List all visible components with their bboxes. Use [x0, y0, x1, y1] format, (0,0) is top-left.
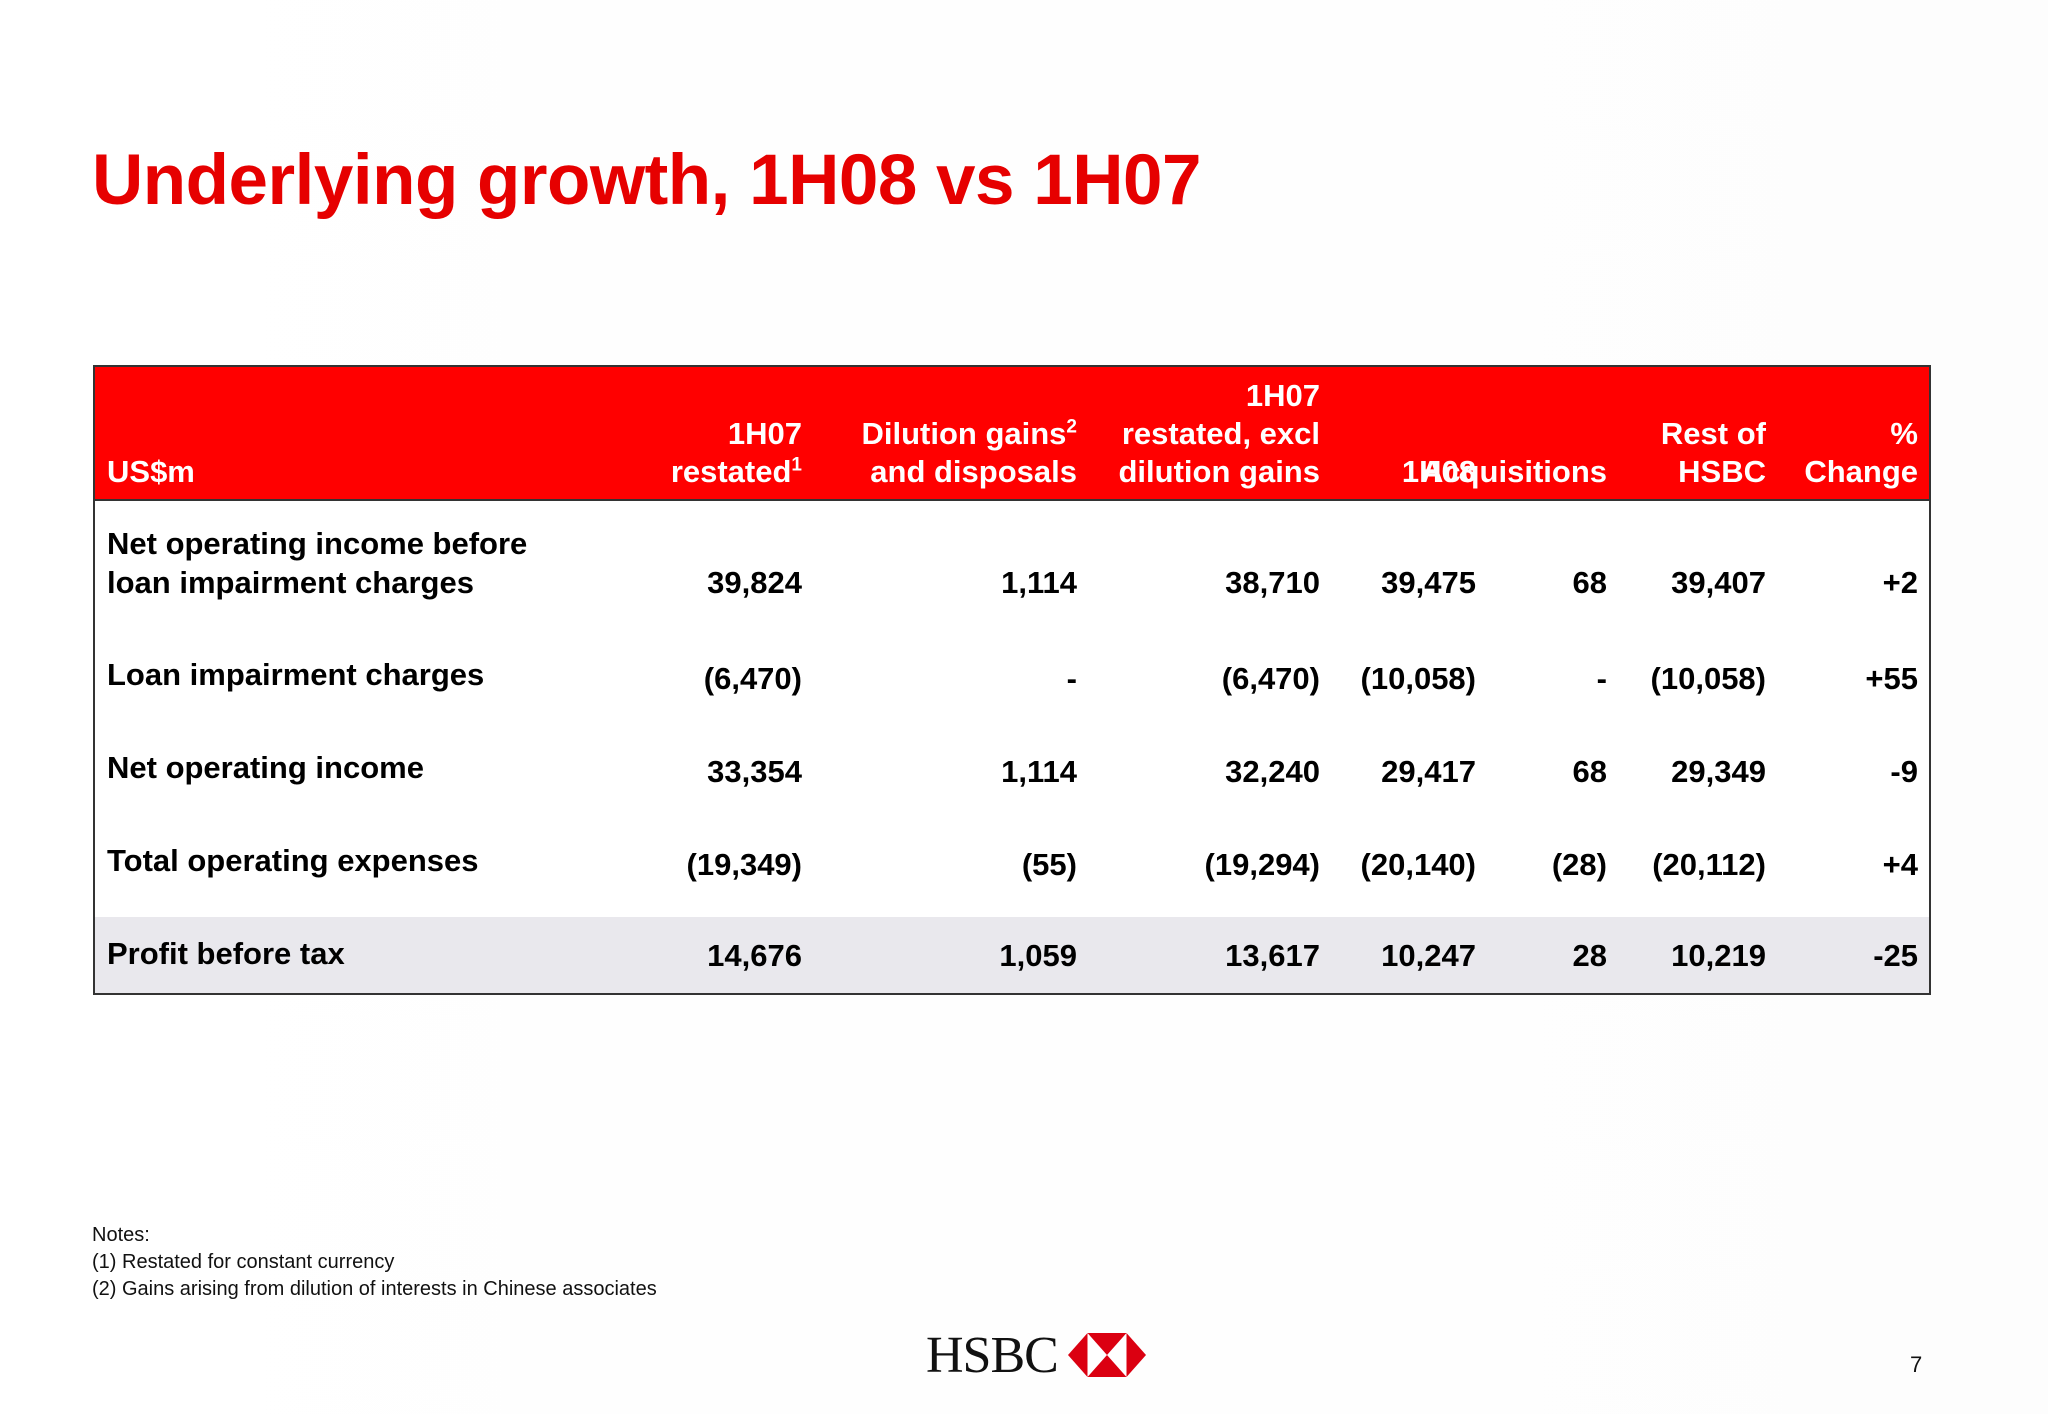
cell-1h07-restated-excl: 38,710 [1225, 565, 1320, 600]
table-header: US$m 1H07 restated1 Dilution gains2 and … [95, 367, 1929, 501]
slide-title: Underlying growth, 1H08 vs 1H07 [92, 141, 1202, 220]
cell-1h07-restated-excl: 32,240 [1225, 754, 1320, 789]
cell-rest-of-hsbc: (10,058) [1650, 661, 1766, 696]
financial-table: US$m 1H07 restated1 Dilution gains2 and … [93, 365, 1931, 995]
cell-1h08: 39,475 [1381, 565, 1476, 600]
header-1h07-restated-excl: 1H07 restated, excl dilution gains [1118, 378, 1321, 489]
header-1h07-restated: 1H07 restated1 [670, 416, 802, 489]
note-item: (2) Gains arising from dilution of inter… [92, 1278, 657, 1300]
row-label: Net operating income [107, 750, 424, 785]
footnotes: Notes: (1) Restated for constant currenc… [92, 1222, 657, 1303]
cell-percent-change: +4 [1882, 847, 1918, 882]
cell-1h07-restated: (19,349) [686, 847, 802, 882]
logo-text: HSBC [926, 1326, 1059, 1384]
cell-rest-of-hsbc: 39,407 [1671, 565, 1766, 600]
cell-dilution-gains: 1,114 [1001, 754, 1077, 789]
header-rest-of-hsbc: Rest of HSBC [1660, 416, 1766, 489]
table-row: Total operating expenses (19,349) (55) (… [95, 841, 1929, 901]
cell-dilution-gains: 1,114 [1001, 565, 1077, 600]
cell-1h07-restated-excl: (19,294) [1204, 847, 1320, 882]
header-1h08: 1H08 [1401, 454, 1476, 489]
cell-1h08: 10,247 [1381, 938, 1476, 973]
notes-heading: Notes: [92, 1224, 150, 1246]
row-label: Profit before tax [107, 936, 345, 971]
footnote-marker: 2 [1066, 416, 1077, 438]
cell-dilution-gains: - [1066, 661, 1077, 696]
header-acquisitions: Acquisitions [1420, 454, 1607, 489]
cell-rest-of-hsbc: (20,112) [1652, 847, 1766, 882]
cell-1h08: (20,140) [1360, 847, 1476, 882]
cell-1h08: 29,417 [1381, 754, 1476, 789]
cell-1h07-restated-excl: 13,617 [1225, 938, 1320, 973]
table-row-total: Profit before tax 14,676 1,059 13,617 10… [95, 917, 1929, 993]
footnote-marker: 1 [791, 454, 802, 476]
cell-percent-change: +2 [1882, 565, 1918, 600]
cell-acquisitions: (28) [1551, 847, 1607, 882]
table-row: Loan impairment charges (6,470) - (6,470… [95, 655, 1929, 715]
header-dilution-gains: Dilution gains2 and disposals [861, 416, 1077, 489]
row-label: Loan impairment charges [107, 657, 485, 692]
cell-1h08: (10,058) [1360, 661, 1476, 696]
cell-rest-of-hsbc: 29,349 [1671, 754, 1766, 789]
cell-acquisitions: 28 [1572, 938, 1607, 973]
cell-acquisitions: 68 [1572, 754, 1607, 789]
hsbc-logo: HSBC [926, 1325, 1146, 1385]
cell-1h07-restated: 39,824 [707, 565, 802, 600]
row-label: Net operating income before loan impairm… [107, 526, 528, 600]
cell-1h07-restated: (6,470) [703, 661, 802, 696]
cell-percent-change: -9 [1890, 754, 1918, 789]
cell-dilution-gains: (55) [1021, 847, 1077, 882]
note-item: (1) Restated for constant currency [92, 1251, 395, 1273]
hsbc-hexagon-icon [1067, 1333, 1146, 1377]
row-label: Total operating expenses [107, 843, 479, 878]
cell-acquisitions: 68 [1572, 565, 1607, 600]
page-number: 7 [1910, 1352, 1923, 1377]
cell-1h07-restated: 33,354 [707, 754, 802, 789]
header-usdm: US$m [107, 454, 195, 489]
header-percent-change: % Change [1804, 416, 1918, 489]
cell-acquisitions: - [1596, 661, 1607, 696]
cell-1h07-restated-excl: (6,470) [1221, 661, 1320, 696]
table-row: Net operating income before loan impairm… [95, 524, 1929, 614]
cell-rest-of-hsbc: 10,219 [1671, 938, 1766, 973]
cell-dilution-gains: 1,059 [999, 938, 1077, 973]
cell-percent-change: +55 [1865, 661, 1918, 696]
table-row: Net operating income 33,354 1,114 32,240… [95, 748, 1929, 808]
cell-1h07-restated: 14,676 [707, 938, 802, 973]
cell-percent-change: -25 [1873, 938, 1918, 973]
